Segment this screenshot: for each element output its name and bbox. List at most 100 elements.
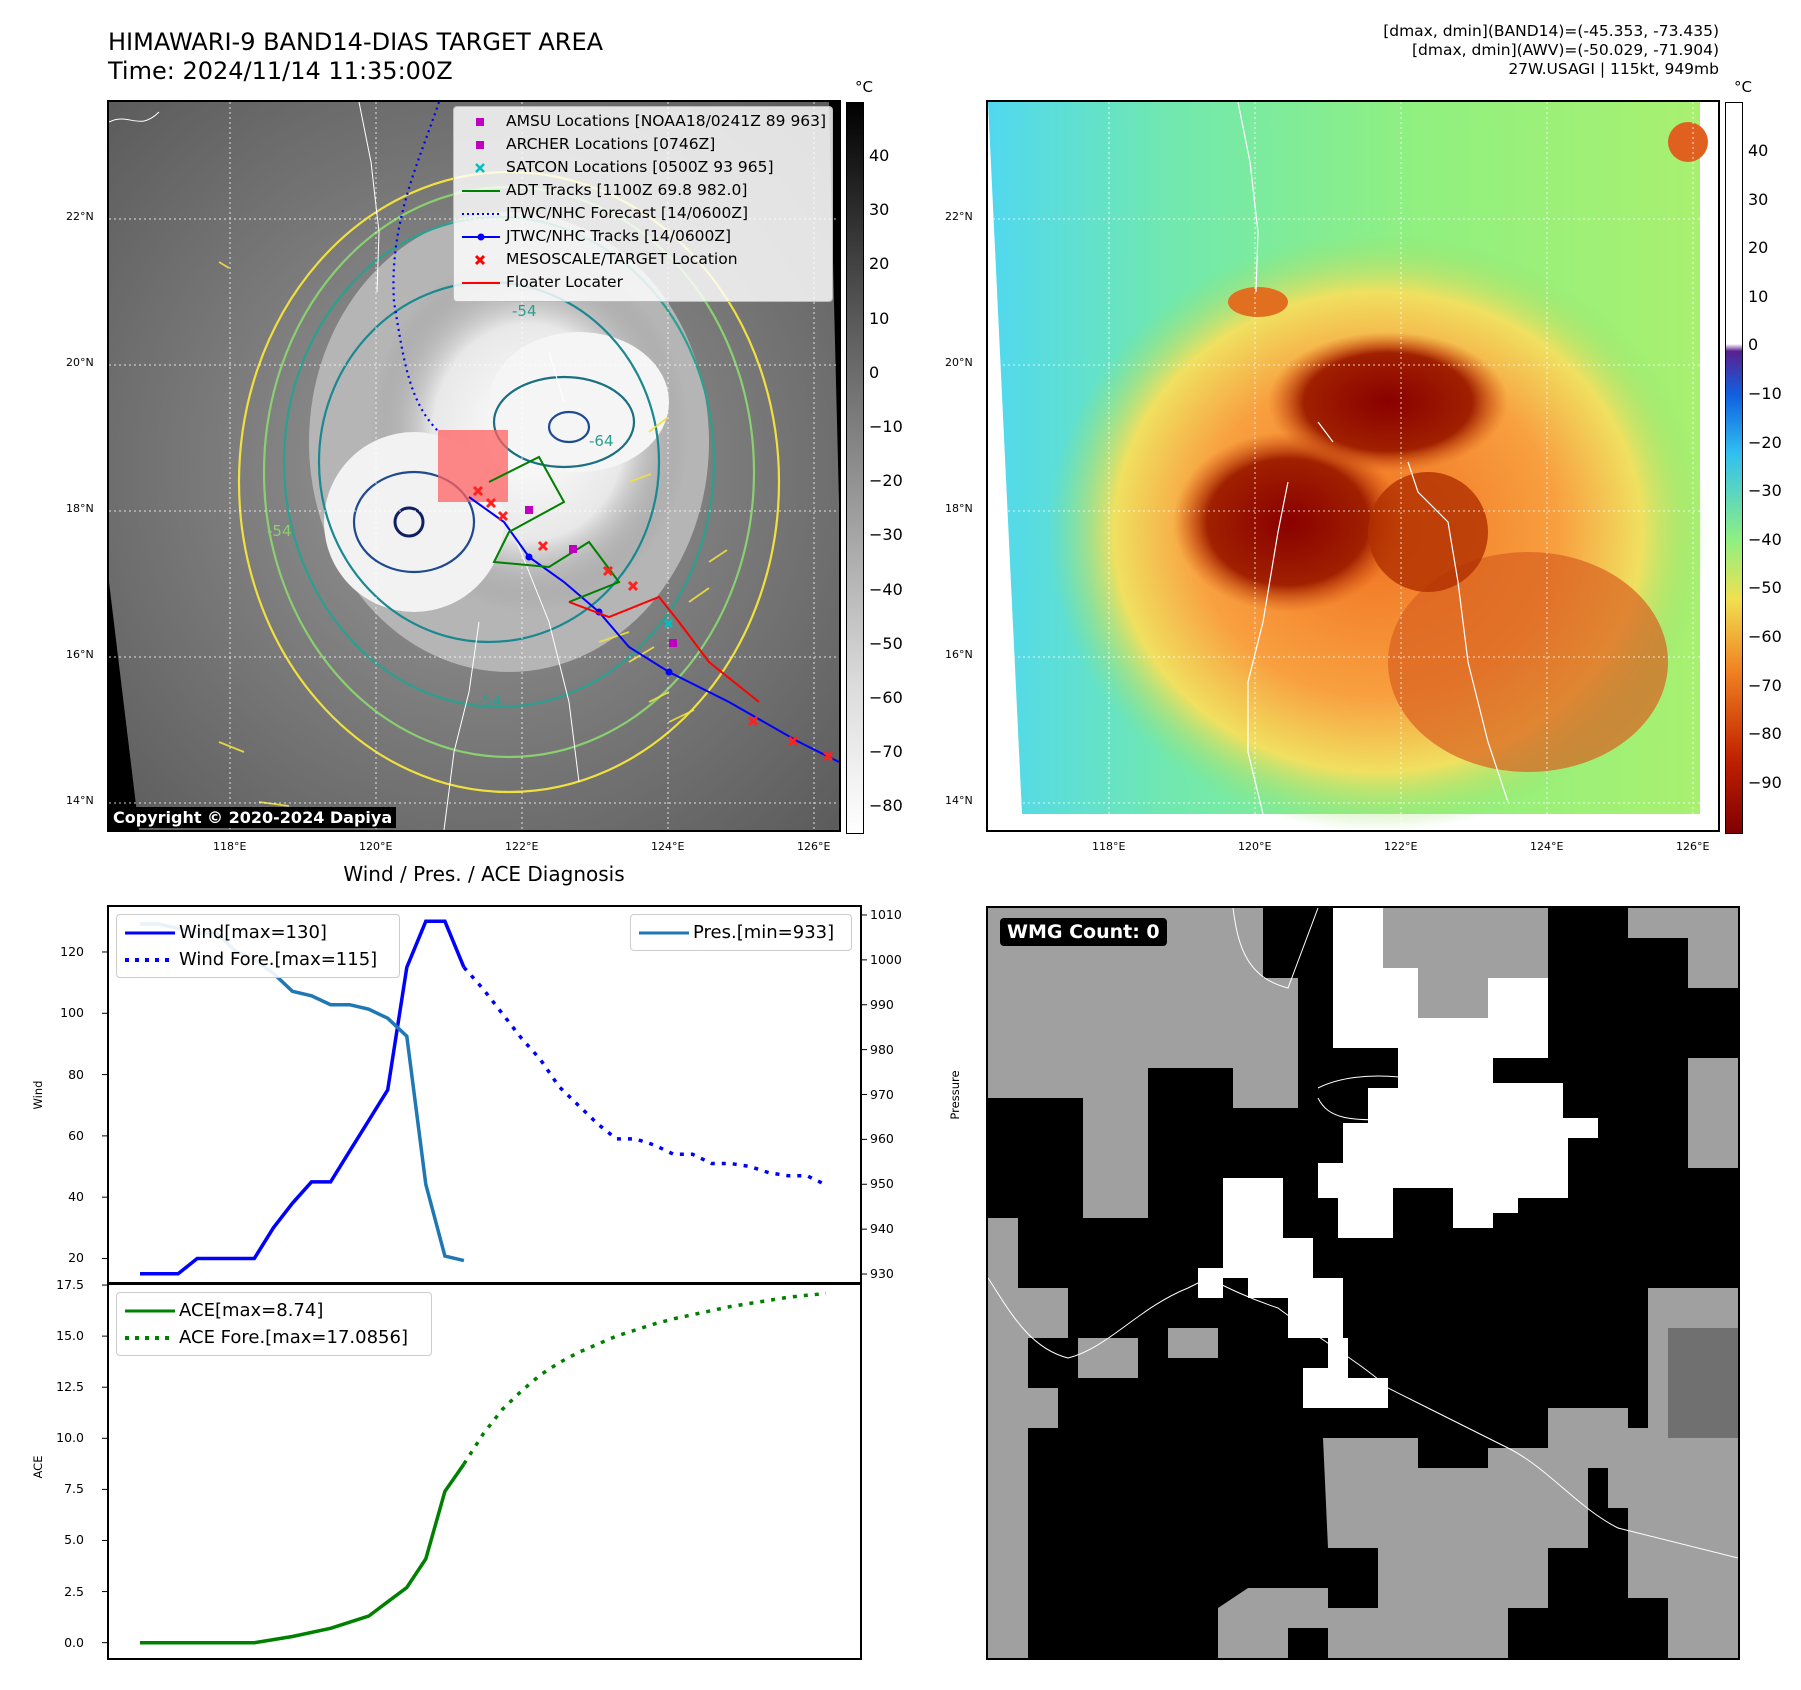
magenta-square-icon <box>476 141 484 149</box>
pressure-tick: 960 <box>870 1131 894 1147</box>
best-track <box>468 496 839 763</box>
satcon-location-marker <box>664 619 673 628</box>
contour-label-2: -54 <box>477 692 502 710</box>
cyan-x-icon <box>475 163 485 173</box>
best-track-points <box>525 553 673 676</box>
pressure-tick: 1010 <box>870 906 902 922</box>
ir-colorbar-tick: 10 <box>869 308 890 328</box>
ace-tick: 0.0 <box>64 1634 84 1650</box>
series-line-1 <box>462 966 827 1187</box>
ir-colorbar-tick: −10 <box>869 417 903 436</box>
red-line-icon <box>462 282 500 284</box>
ir-colorbar-tick: −30 <box>869 525 903 545</box>
series-line-4 <box>462 1291 827 1466</box>
pressure-axis-label: Pressure <box>948 1070 962 1120</box>
blue-line-icon <box>125 931 175 935</box>
wmg-image <box>988 908 1738 1658</box>
awv-colorbar-tick: 0 <box>1748 335 1759 355</box>
legend-item-target: MESOSCALE/TARGET Location <box>454 248 832 271</box>
ace-tick: 17.5 <box>56 1277 84 1293</box>
ace-legend: ACE[max=8.74] ACE Fore.[max=17.0856] <box>116 1292 432 1356</box>
lon-label: 126°E <box>797 840 831 853</box>
awv-colorbar-tick: −30 <box>1748 481 1782 501</box>
wind-tick: 80 <box>68 1066 84 1082</box>
series-line-0 <box>140 919 466 1276</box>
ir-colorbar-tick: −70 <box>869 742 903 762</box>
blue-line-dot-icon <box>462 233 500 241</box>
contour-label-1: -54 <box>512 302 537 320</box>
green-dotted-line-icon <box>125 1336 175 1340</box>
ir-colorbar-tick: −60 <box>869 688 903 707</box>
lat-label: 20°N <box>945 356 973 369</box>
amsu-location-marker <box>569 545 577 553</box>
awv-colorbar-tick: 30 <box>1748 189 1769 209</box>
contour-label-3: -64 <box>589 432 614 450</box>
awv-colorbar-tick: −70 <box>1748 675 1782 695</box>
lat-label: 16°N <box>66 648 94 661</box>
lat-label: 22°N <box>945 210 973 223</box>
title-line-2: Time: 2024/11/14 11:35:00Z <box>108 57 453 85</box>
pressure-tick: 970 <box>870 1086 894 1102</box>
diagnosis-title: Wind / Pres. / ACE Diagnosis <box>343 862 625 886</box>
magenta-square-icon <box>476 118 484 126</box>
title-line-1: HIMAWARI-9 BAND14-DIAS TARGET AREA <box>108 28 604 56</box>
ir-colorbar-unit: °C <box>855 78 873 96</box>
lon-label: 126°E <box>1676 840 1710 853</box>
legend-ace: ACE[max=8.74] <box>117 1297 431 1324</box>
lon-label: 120°E <box>359 840 393 853</box>
awv-colorbar-tick: −50 <box>1748 578 1782 598</box>
ir-colorbar-tick: 30 <box>869 200 890 220</box>
ir-map-panel: -54 -54 -64 -54 AMSU Locations [NOAA18/0… <box>107 100 841 832</box>
green-line-icon <box>462 190 500 192</box>
ir-colorbar-tick: −50 <box>869 633 903 653</box>
lat-label: 16°N <box>945 648 973 661</box>
red-x-icon <box>474 254 486 266</box>
blue-dotted-line-icon <box>125 958 175 962</box>
lon-label: 124°E <box>651 840 685 853</box>
awv-colorbar-tick: −80 <box>1748 724 1782 744</box>
green-line-icon <box>125 1309 175 1313</box>
wind-tick: 120 <box>60 943 84 959</box>
ir-colorbar-tick: 20 <box>869 254 890 274</box>
awv-colorbar <box>1725 102 1743 834</box>
wmg-panel: WMG Count: 0 <box>986 906 1740 1660</box>
lon-label: 124°E <box>1530 840 1564 853</box>
info-line-1: [dmax, dmin](BAND14)=(-45.353, -73.435) <box>1383 22 1719 40</box>
floater-locater <box>568 595 760 703</box>
lon-label: 118°E <box>213 840 247 853</box>
lat-label: 18°N <box>66 502 94 515</box>
pressure-tick: 980 <box>870 1041 894 1057</box>
lat-label: 22°N <box>66 210 94 223</box>
target-area-box <box>438 430 508 502</box>
storm-info: [dmax, dmin](BAND14)=(-45.353, -73.435) … <box>1383 22 1719 79</box>
lon-label: 120°E <box>1238 840 1272 853</box>
wind-tick: 40 <box>68 1189 84 1205</box>
wind-axis-label: Wind <box>31 1080 45 1110</box>
legend-item-archer: ARCHER Locations [0746Z] <box>454 133 832 156</box>
legend-wind-fore: Wind Fore.[max=115] <box>117 946 399 973</box>
ace-tick: 5.0 <box>64 1532 84 1548</box>
lon-label: 118°E <box>1092 840 1126 853</box>
awv-colorbar-tick: −10 <box>1748 384 1782 403</box>
legend-item-satcon: SATCON Locations [0500Z 93 965] <box>454 156 832 179</box>
wind-legend: Wind[max=130] Wind Fore.[max=115] <box>116 914 400 978</box>
target-markers <box>472 485 834 762</box>
awv-map-image <box>988 102 1718 830</box>
wind-tick: 100 <box>60 1005 84 1021</box>
pressure-tick: 950 <box>870 1176 894 1192</box>
ir-legend: AMSU Locations [NOAA18/0241Z 89 963] ARC… <box>453 106 833 302</box>
awv-colorbar-tick: 40 <box>1748 141 1769 160</box>
contour-label-4: -54 <box>267 522 292 540</box>
ir-colorbar-tick: −40 <box>869 579 903 599</box>
ir-colorbar-tick: 0 <box>869 362 880 382</box>
awv-colorbar-tick: −40 <box>1748 529 1782 549</box>
pressure-tick: 940 <box>870 1221 894 1237</box>
archer-location-marker <box>525 506 533 514</box>
legend-item-amsu: AMSU Locations [NOAA18/0241Z 89 963] <box>454 110 832 133</box>
awv-colorbar-unit: °C <box>1734 78 1752 96</box>
ace-tick: 10.0 <box>56 1430 84 1446</box>
lon-label: 122°E <box>1384 840 1418 853</box>
pressure-tick: 1000 <box>870 951 902 967</box>
lat-label: 18°N <box>945 502 973 515</box>
pressure-legend: Pres.[min=933] <box>630 914 852 951</box>
